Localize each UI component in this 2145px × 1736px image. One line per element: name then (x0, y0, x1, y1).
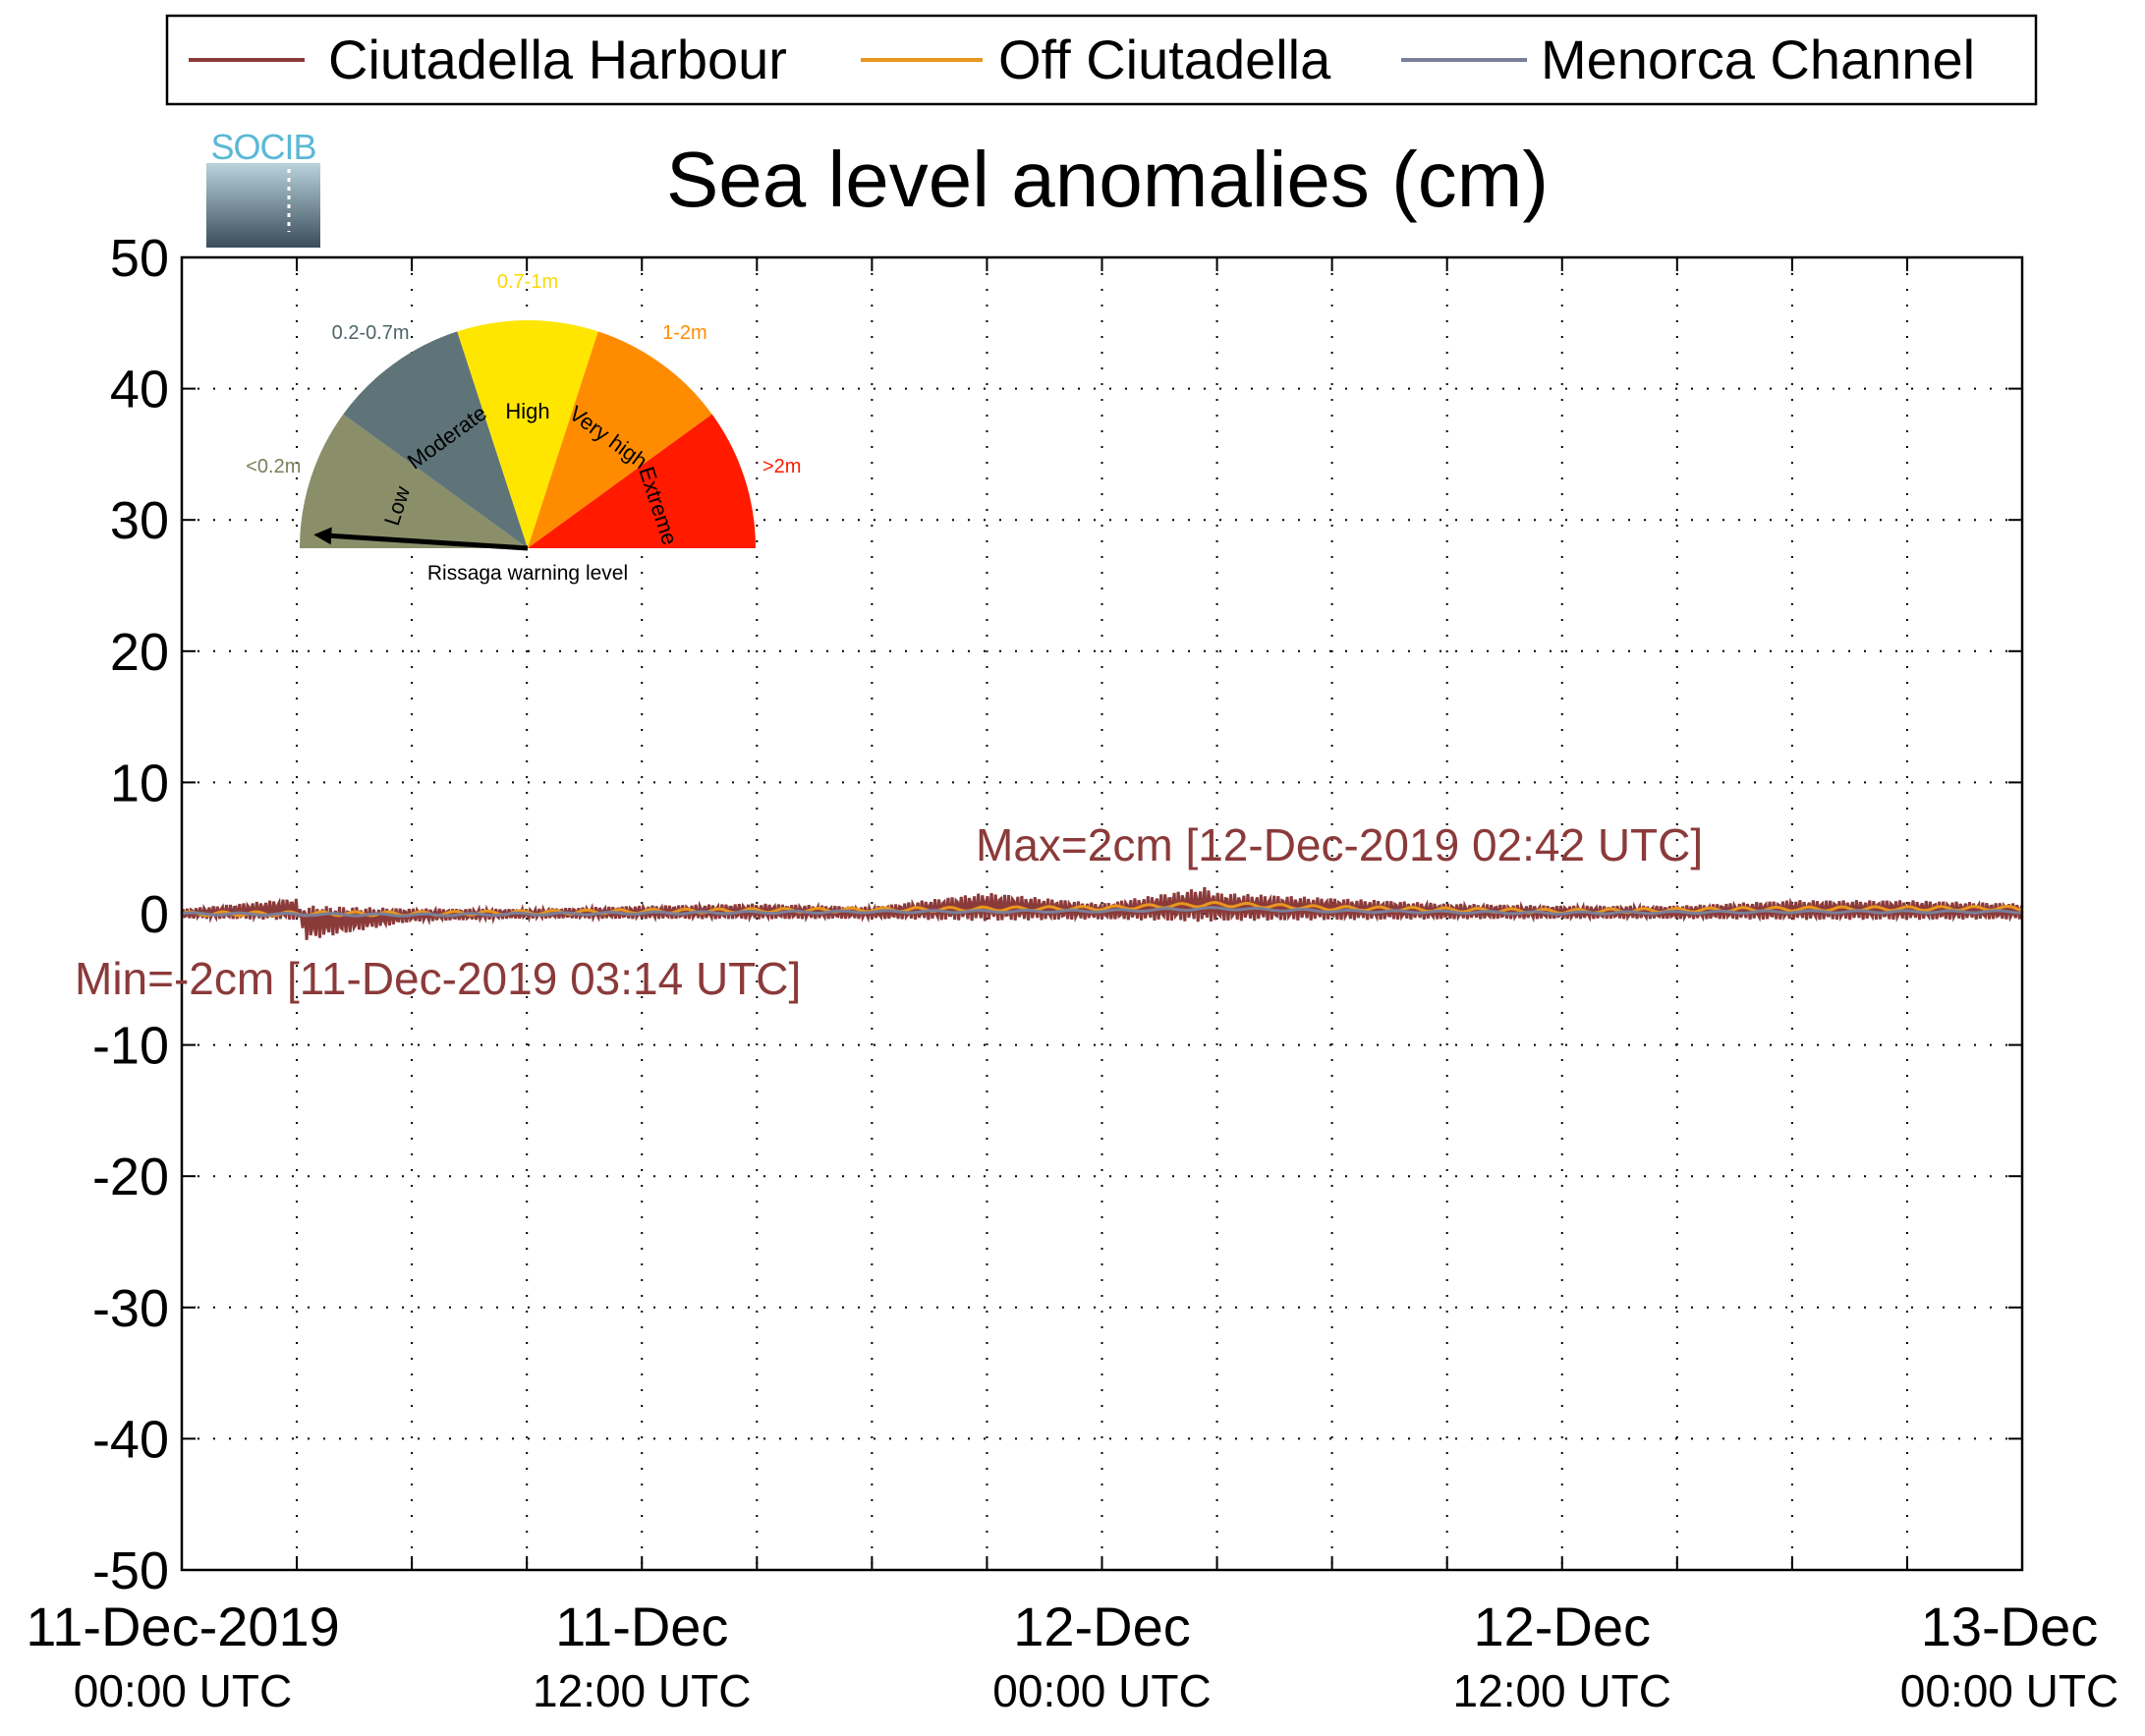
logo-text: SOCIB (210, 127, 315, 167)
y-tick-label: 20 (110, 623, 169, 682)
x-tick-sublabel: 00:00 UTC (992, 1665, 1211, 1716)
y-tick-label: -30 (92, 1279, 169, 1338)
x-tick-sublabel: 00:00 UTC (1900, 1665, 2118, 1716)
gauge-sector-high (457, 320, 598, 548)
series-group (180, 887, 2024, 940)
x-tick-sublabel: 12:00 UTC (1453, 1665, 1671, 1716)
x-tick-label: 12-Dec (1473, 1596, 1651, 1657)
gauge-sector-moderate (343, 331, 528, 548)
y-tick-label: 0 (140, 885, 169, 944)
x-tick-sublabel: 12:00 UTC (533, 1665, 751, 1716)
gauge-needle-line (327, 532, 529, 551)
legend-label-ciutadella-harbour: Ciutadella Harbour (328, 28, 787, 90)
y-tick-label: -40 (92, 1410, 169, 1469)
legend: Ciutadella Harbour Off Ciutadella Menorc… (165, 14, 2038, 106)
chart-title: Sea level anomalies (cm) (666, 136, 1549, 223)
legend-box (165, 14, 2038, 106)
x-tick-label: 12-Dec (1013, 1596, 1191, 1657)
x-tick-label: 13-Dec (1921, 1596, 2099, 1657)
gauge-sector-extreme (528, 414, 756, 548)
legend-label-menorca-channel: Menorca Channel (1541, 28, 1975, 90)
y-tick-label: -20 (92, 1148, 169, 1206)
y-tick-label: -10 (92, 1017, 169, 1076)
y-tick-label: 40 (110, 361, 169, 420)
y-tick-label: -50 (92, 1541, 169, 1600)
gauge-range-label: >2m (762, 456, 801, 477)
gauge-sector-very-high (528, 331, 712, 548)
gauge-range-label: <0.2m (246, 456, 301, 477)
x-tick-label: 11-Dec (555, 1596, 728, 1657)
gauge-needle (313, 527, 529, 551)
socib-logo: SOCIB (206, 127, 320, 248)
gauge-sector-low (300, 414, 528, 548)
gauge-range-label: 1-2m (662, 322, 707, 344)
x-tick-sublabel: 00:00 UTC (74, 1665, 292, 1716)
y-tick-label: 30 (110, 491, 169, 550)
gauge-needle-arrowhead (313, 527, 332, 545)
x-tick-labels: 11-Dec-2019 00:00 UTC 11-Dec 12:00 UTC 12-De… (26, 1596, 2118, 1716)
gauge-sectors (300, 320, 756, 548)
series-line-menorca-channel (181, 906, 2022, 918)
gauge-range-label: 0.7-1m (497, 271, 558, 293)
plot-frame (180, 255, 2024, 1572)
logo-background (206, 163, 320, 248)
y-tick-label: 10 (110, 754, 169, 812)
min-annotation: Min=-2cm [11-Dec-2019 03:14 UTC] (75, 953, 801, 1004)
y-tick-labels: 50 40 30 20 10 0 -10 -20 -30 -40 -50 (92, 229, 169, 1600)
gauge-range-labels: <0.2m 0.2-0.7m 0.7-1m 1-2m >2m (246, 271, 801, 477)
gauge-caption: Rissaga warning level (427, 562, 628, 585)
series-line-off-ciutadella (181, 900, 2023, 918)
x-tick-label: 11-Dec-2019 (26, 1596, 340, 1657)
max-annotation: Max=2cm [12-Dec-2019 02:42 UTC] (976, 819, 1703, 870)
y-tick-label: 50 (110, 229, 169, 288)
gauge-range-label: 0.2-0.7m (332, 322, 410, 344)
gauge-sector-label: High (505, 399, 549, 423)
legend-label-off-ciutadella: Off Ciutadella (998, 28, 1331, 90)
